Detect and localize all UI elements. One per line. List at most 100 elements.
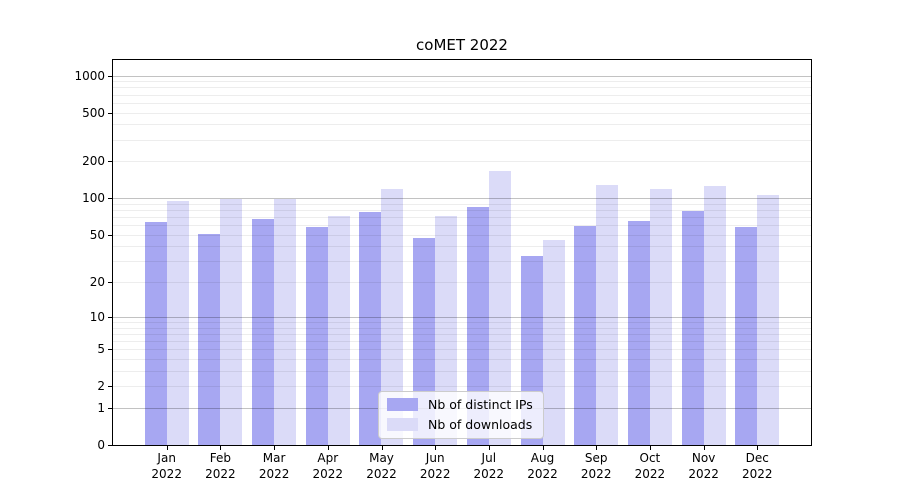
legend-swatch-downloads (387, 418, 418, 431)
bar-downloads (649, 188, 672, 445)
bar-distinct-ips (627, 220, 650, 445)
gridline-minor (113, 333, 811, 335)
x-tick-mark (327, 446, 329, 450)
bar-distinct-ips (681, 211, 704, 445)
x-axis-tick-label: May 2022 (366, 451, 397, 481)
y-tick-mark (108, 407, 112, 409)
y-axis-tick-label: 0 (97, 438, 105, 452)
bar-downloads (327, 215, 350, 445)
gridline-major (113, 316, 811, 318)
x-axis-tick-label: Sep 2022 (580, 451, 612, 481)
gridline-minor (113, 321, 811, 323)
x-axis-tick-label: Nov 2022 (688, 451, 719, 481)
bar-distinct-ips (466, 207, 489, 445)
x-tick-mark (274, 446, 276, 450)
y-axis-tick-label: 1000 (74, 68, 105, 83)
gridline-minor (113, 124, 811, 126)
gridline-minor (113, 112, 811, 114)
y-axis-tick-label: 20 (89, 275, 105, 290)
bar-downloads (381, 188, 404, 445)
gridline-minor (113, 87, 811, 89)
x-tick-mark (435, 446, 437, 450)
gridline-minor (113, 327, 811, 329)
gridline-major (113, 75, 811, 77)
y-axis-tick-label: 10 (89, 309, 105, 324)
x-tick-mark (166, 446, 168, 450)
bar-downloads (596, 185, 619, 445)
y-tick-mark (108, 349, 112, 351)
gridline-minor (113, 261, 811, 263)
y-tick-mark (108, 161, 112, 163)
bar-downloads (542, 240, 565, 445)
gridline-minor (113, 161, 811, 163)
bar-downloads (703, 185, 726, 445)
legend-item-distinct-ips: Nb of distinct IPs (387, 397, 533, 412)
gridline-minor (113, 203, 811, 205)
bar-downloads (166, 201, 189, 445)
chart-title: coMET 2022 (416, 36, 508, 54)
y-tick-mark (108, 445, 112, 446)
y-tick-mark (108, 75, 112, 77)
gridline-minor (113, 349, 811, 351)
gridline-minor (113, 217, 811, 218)
y-tick-mark (108, 386, 112, 388)
gridline-minor (113, 370, 811, 372)
bar-distinct-ips (252, 219, 275, 445)
y-axis-tick-label: 50 (89, 227, 105, 242)
gridline-minor (113, 386, 811, 388)
bar-distinct-ips (198, 233, 221, 445)
bar-distinct-ips (305, 226, 328, 445)
y-axis-tick-label: 100 (82, 191, 105, 206)
plot-area (112, 59, 812, 446)
gridline-minor (113, 139, 811, 141)
bar-downloads (488, 171, 511, 445)
x-axis-tick-label: Dec 2022 (742, 451, 773, 481)
legend-item-downloads: Nb of downloads (387, 417, 533, 432)
gridline-minor (113, 340, 811, 342)
x-tick-mark (703, 446, 705, 450)
y-tick-mark (108, 316, 112, 318)
bar-distinct-ips (735, 226, 758, 445)
legend-swatch-distinct-ips (387, 398, 418, 411)
gridline-minor (113, 81, 811, 83)
bar-distinct-ips (144, 221, 167, 445)
y-axis-tick-label: 1 (97, 400, 105, 415)
gridline-minor (113, 210, 811, 211)
x-tick-mark (757, 446, 759, 450)
bar-distinct-ips (359, 212, 382, 445)
y-axis-tick-label: 5 (97, 342, 105, 357)
gridline-minor (113, 225, 811, 227)
bar-distinct-ips (574, 226, 597, 445)
x-axis-tick-label: Oct 2022 (634, 451, 666, 481)
x-tick-mark (488, 446, 490, 450)
x-tick-mark (381, 446, 383, 450)
gridline-minor (113, 94, 811, 96)
x-axis-tick-label: Mar 2022 (258, 451, 290, 481)
y-tick-mark (108, 198, 112, 200)
x-tick-mark (220, 446, 222, 450)
y-tick-mark (108, 234, 112, 236)
y-axis-tick-label: 2 (97, 379, 105, 394)
bar-downloads (757, 194, 780, 445)
y-axis-tick-label: 200 (82, 154, 105, 169)
x-axis-tick-label: Jun 2022 (419, 451, 451, 481)
x-tick-mark (542, 446, 544, 450)
y-axis-tick-label: 500 (82, 105, 105, 120)
legend-label: Nb of distinct IPs (428, 397, 533, 412)
gridline-minor (113, 246, 811, 248)
gridline-minor (113, 282, 811, 284)
x-axis-tick-label: Jul 2022 (473, 451, 505, 481)
gridline-minor (113, 102, 811, 104)
x-axis-tick-label: Feb 2022 (205, 451, 236, 481)
x-axis-tick-label: Jan 2022 (151, 451, 182, 481)
legend: Nb of distinct IPs Nb of downloads (378, 391, 544, 439)
y-tick-mark (108, 282, 112, 284)
gridline-minor (113, 234, 811, 236)
gridline-major (113, 198, 811, 200)
bar-downloads (274, 199, 297, 445)
x-tick-mark (649, 446, 651, 450)
legend-label: Nb of downloads (428, 417, 533, 432)
bar-downloads (220, 199, 243, 445)
gridline-minor (113, 358, 811, 360)
